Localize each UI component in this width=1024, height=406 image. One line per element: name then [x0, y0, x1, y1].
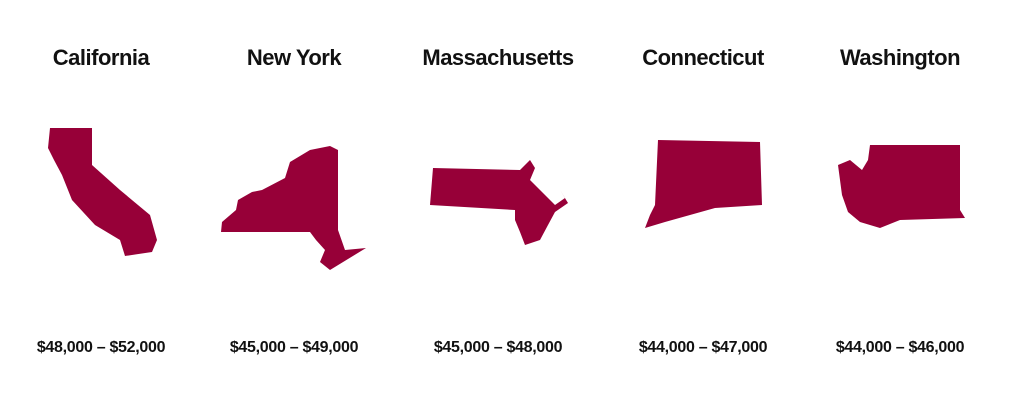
state-shape	[430, 160, 568, 245]
salary-range: $44,000 – $47,000	[639, 339, 768, 356]
state-name: California	[53, 45, 151, 70]
state-shape	[221, 146, 366, 270]
state-shape	[645, 140, 762, 228]
state-shape	[838, 145, 965, 228]
state-name: Washington	[840, 45, 960, 70]
salary-range: $48,000 – $52,000	[37, 339, 166, 356]
state-name: Massachusetts	[422, 45, 574, 70]
state-name: Connecticut	[642, 45, 765, 70]
salary-range: $45,000 – $49,000	[230, 339, 359, 356]
state-shape	[48, 128, 157, 256]
salary-range: $44,000 – $46,000	[836, 339, 965, 356]
salary-range: $45,000 – $48,000	[434, 339, 563, 356]
state-name: New York	[247, 45, 342, 70]
